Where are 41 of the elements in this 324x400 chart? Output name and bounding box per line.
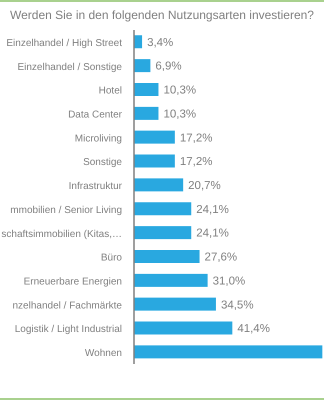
data-label: 27,6% <box>204 252 238 264</box>
data-label: 6,9% <box>155 60 182 73</box>
data-label: 24,1% <box>196 228 229 240</box>
bar <box>134 130 175 144</box>
y-tick-label: nzelhandel / Fachmärkte <box>12 300 122 312</box>
bar <box>134 274 208 287</box>
bar <box>134 59 150 72</box>
bar <box>134 202 192 216</box>
bar <box>134 106 158 120</box>
data-label: 31,0% <box>212 275 246 288</box>
data-label: 41,4% <box>237 323 270 336</box>
y-tick-label: Erneuerbare Energien <box>24 276 122 288</box>
y-tick-label: Logistik / Light Industrial <box>14 324 122 336</box>
data-label: 24,1% <box>196 204 229 216</box>
bar <box>134 82 158 96</box>
data-label: 10,3% <box>163 84 196 97</box>
chart-title: Werden Sie in den folgenden Nutzungsarten investieren? <box>9 8 315 22</box>
y-tick-label: Büro <box>100 252 122 264</box>
y-tick-label: Einzelhandel / High Street <box>6 38 122 49</box>
data-label: 10,3% <box>163 108 196 120</box>
y-tick-label: Sonstige <box>83 157 122 168</box>
bar <box>134 226 192 240</box>
bar <box>134 250 200 263</box>
bar <box>134 178 184 192</box>
y-tick-label: Einzelhandel / Sonstige <box>17 62 122 73</box>
data-label: 3,4% <box>147 36 174 49</box>
bar <box>134 154 175 168</box>
y-tick-label: Hotel <box>98 86 122 97</box>
bar <box>134 298 216 311</box>
y-tick-label: Data Center <box>68 110 123 120</box>
y-tick-label: schaftsimmobilien (Kitas,… <box>1 228 122 240</box>
data-label: 17,2% <box>180 156 212 168</box>
bar <box>134 345 322 358</box>
data-label: 34,5% <box>220 299 254 312</box>
y-tick-label: Infrastruktur <box>68 181 123 192</box>
data-label: 17,2% <box>180 132 212 144</box>
y-tick-label: mmobilien / Senior Living <box>10 204 122 216</box>
data-label: 20,7% <box>188 180 221 192</box>
y-tick-label: Wohnen <box>84 348 122 360</box>
bar <box>134 322 232 335</box>
y-tick-label: Microliving <box>74 133 122 144</box>
